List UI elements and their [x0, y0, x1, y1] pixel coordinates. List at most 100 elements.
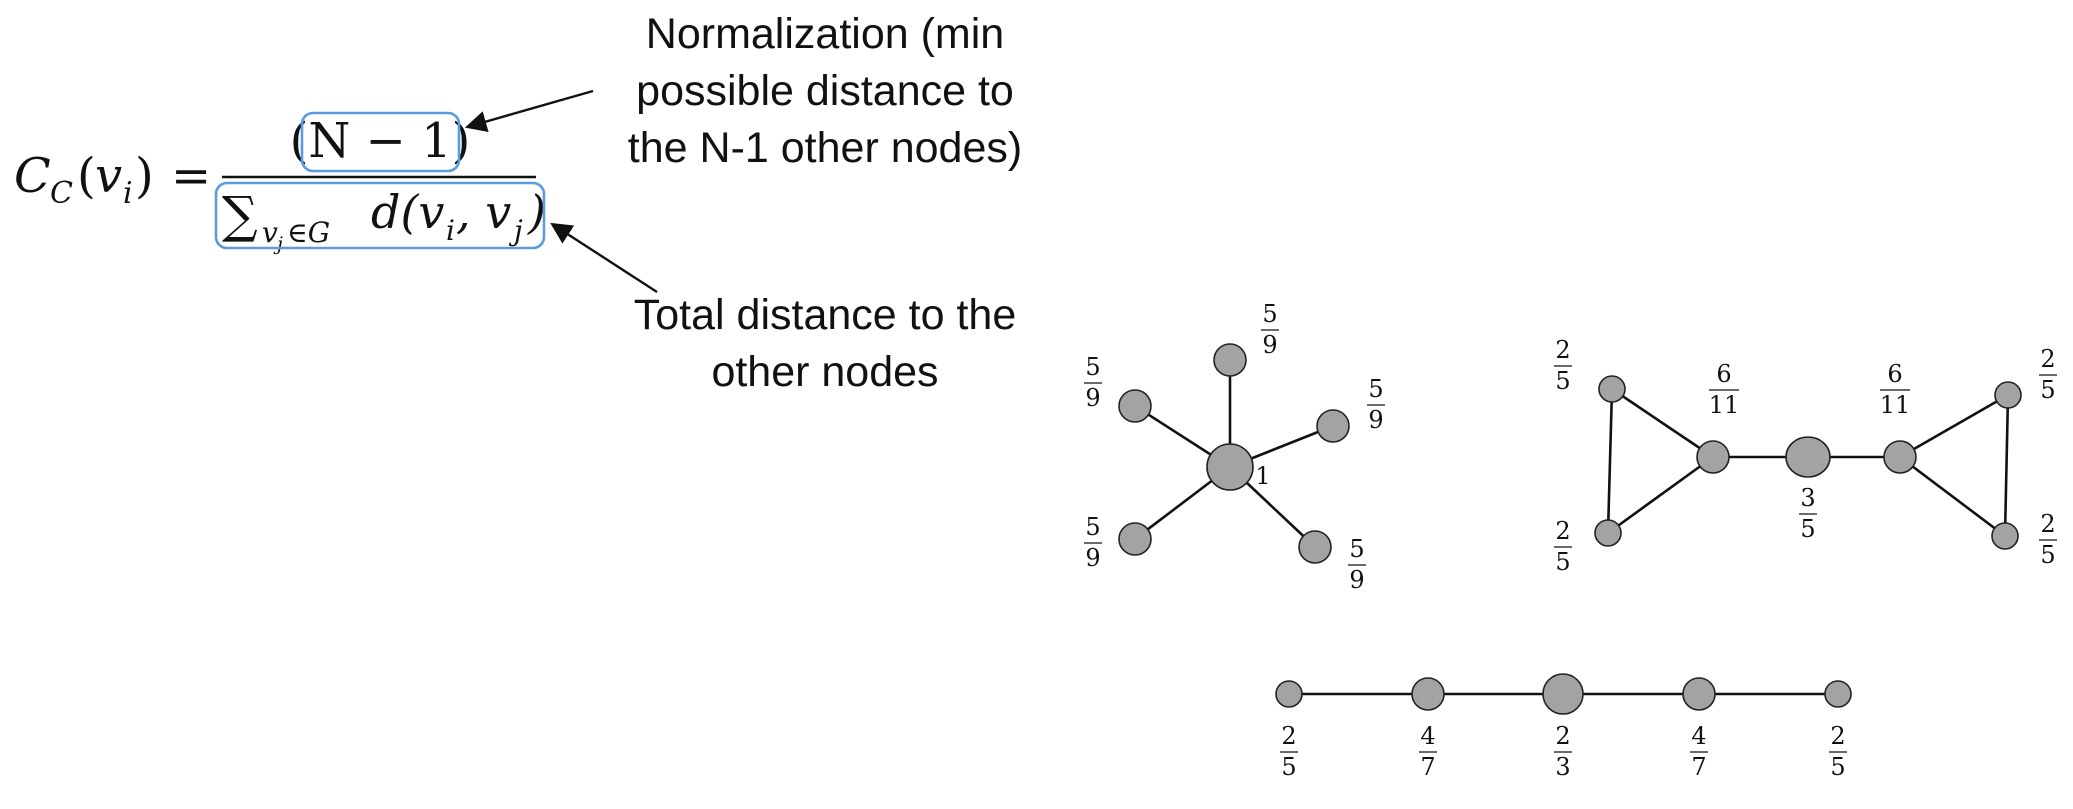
annotation-line: possible distance to	[636, 67, 1014, 115]
path-node	[1275, 680, 1303, 708]
fraction-numerator: 2	[1555, 722, 1570, 750]
bowtie-label-top-left: 2 5	[1554, 336, 1572, 395]
annotation-line: other nodes	[711, 348, 939, 396]
formula-sum-subscript-j: j	[273, 233, 283, 255]
formula-distance-mid: , v	[456, 185, 511, 239]
fraction-numerator: 5	[1262, 300, 1277, 328]
fraction-numerator: 2	[1281, 722, 1296, 750]
formula-distance-term: d(v	[371, 185, 444, 239]
star-leaf-node	[1298, 530, 1332, 564]
numerator-annotation-arrow	[464, 89, 594, 133]
fraction-denominator: 9	[1349, 566, 1364, 594]
fraction-denominator: 5	[1830, 753, 1845, 781]
fraction-numerator: 5	[1368, 375, 1383, 403]
fraction-denominator: 5	[1555, 367, 1570, 395]
star-leaf-node	[1316, 409, 1350, 443]
fraction-denominator: 9	[1085, 384, 1100, 412]
bowtie-center-node	[1785, 436, 1831, 478]
star-leaf-label-lower-right: 5 9	[1348, 535, 1366, 594]
bowtie-node	[1594, 519, 1622, 547]
numerator-highlight-box	[300, 111, 461, 173]
fraction-numerator: 2	[1555, 336, 1570, 364]
annotation-line: the N-1 other nodes)	[627, 124, 1023, 172]
star-leaf-node	[1213, 343, 1247, 377]
formula-lhs-var: v	[95, 148, 122, 204]
fraction-numerator: 6	[1887, 360, 1902, 388]
bowtie-label-bottom-right: 2 5	[2039, 510, 2057, 569]
path-graph: 2 5 4 7 2 3 4 7 2 5	[1275, 673, 1852, 781]
formula-distance-sub-i: i	[446, 214, 455, 247]
bowtie-edge	[1899, 393, 2009, 459]
fraction-numerator: 5	[1349, 535, 1364, 563]
bowtie-node	[1883, 440, 1917, 474]
fraction-numerator: 4	[1691, 722, 1706, 750]
formula-sum-subscript-rest: ∈G	[287, 216, 330, 249]
formula-equals-sign: =	[171, 148, 211, 204]
fraction-denominator: 5	[1555, 548, 1570, 576]
bowtie-edge	[1606, 388, 1614, 534]
fraction-denominator: 5	[2040, 376, 2055, 404]
fraction-denominator: 11	[1709, 391, 1740, 419]
path-node	[1411, 677, 1445, 711]
formula-lhs-paren-close: )	[135, 148, 154, 204]
formula-lhs-symbol: C	[14, 148, 51, 204]
fraction-numerator: 2	[2040, 345, 2055, 373]
bowtie-node	[1994, 381, 2022, 409]
path-node	[1824, 680, 1852, 708]
star-leaf-label-top: 5 9	[1261, 300, 1279, 359]
bowtie-label-center: 3 5	[1799, 484, 1817, 543]
bowtie-node	[1696, 440, 1730, 474]
star-center-node	[1206, 443, 1254, 491]
bowtie-node	[1991, 522, 2019, 550]
fraction-numerator: 4	[1420, 722, 1435, 750]
bowtie-label-bottom-left: 2 5	[1554, 517, 1572, 576]
star-leaf-node	[1118, 522, 1152, 556]
bowtie-node	[1598, 375, 1626, 403]
star-graph: 1 5 9 5 9 5 9 5 9 5	[1084, 300, 1385, 594]
star-leaf-label-right: 5 9	[1367, 375, 1385, 434]
bowtie-graph: 2 5 2 5 6 11 3 5 6 11	[1554, 336, 2057, 576]
star-leaf-label-left: 5 9	[1084, 353, 1102, 412]
bowtie-edge	[1607, 455, 1714, 535]
denominator-highlight-box	[214, 181, 546, 250]
fraction-numerator: 6	[1716, 360, 1731, 388]
denominator-annotation-arrow	[550, 222, 658, 294]
fraction-numerator: 2	[2040, 510, 2055, 538]
fraction-numerator: 3	[1800, 484, 1815, 512]
bowtie-edge	[1899, 455, 2006, 538]
star-leaf-node	[1118, 389, 1152, 423]
fraction-denominator: 11	[1880, 391, 1911, 419]
formula-lhs-subscript: C	[50, 176, 73, 211]
annotation-line: Normalization (min	[645, 10, 1005, 58]
fraction-denominator: 5	[1800, 515, 1815, 543]
path-label: 2 3	[1554, 722, 1572, 781]
fraction-denominator: 5	[2040, 541, 2055, 569]
path-label: 2 5	[1280, 722, 1298, 781]
path-node	[1682, 677, 1716, 711]
closeness-formula: C C ( v i ) = (N − 1) ∑ v j ∈G d(v i , v…	[14, 111, 546, 255]
normalization-annotation: Normalization (min possible distance to …	[590, 6, 1060, 177]
bowtie-edge	[2003, 394, 2010, 537]
fraction-numerator: 5	[1085, 513, 1100, 541]
formula-distance-close: )	[527, 185, 546, 239]
fraction-numerator: 2	[1830, 722, 1845, 750]
total-distance-annotation: Total distance to the other nodes	[590, 287, 1060, 401]
bowtie-label-top-right: 2 5	[2039, 345, 2057, 404]
formula-lhs-var-subscript: i	[123, 176, 133, 211]
star-leaf-label-lower-left: 5 9	[1084, 513, 1102, 572]
bowtie-label-left-hub: 6 11	[1709, 360, 1740, 419]
bowtie-edge	[1611, 387, 1714, 459]
formula-sum-subscript-var: v	[262, 216, 278, 249]
fraction-denominator: 9	[1368, 406, 1383, 434]
fraction-denominator: 7	[1420, 753, 1435, 781]
formula-numerator: (N − 1)	[290, 113, 471, 169]
path-label: 2 5	[1829, 722, 1847, 781]
formula-lhs-paren-open: (	[77, 148, 96, 204]
path-center-node	[1542, 673, 1584, 715]
annotation-line: Total distance to the	[633, 291, 1017, 339]
fraction-denominator: 7	[1691, 753, 1706, 781]
path-label: 4 7	[1419, 722, 1437, 781]
fraction-denominator: 5	[1281, 753, 1296, 781]
